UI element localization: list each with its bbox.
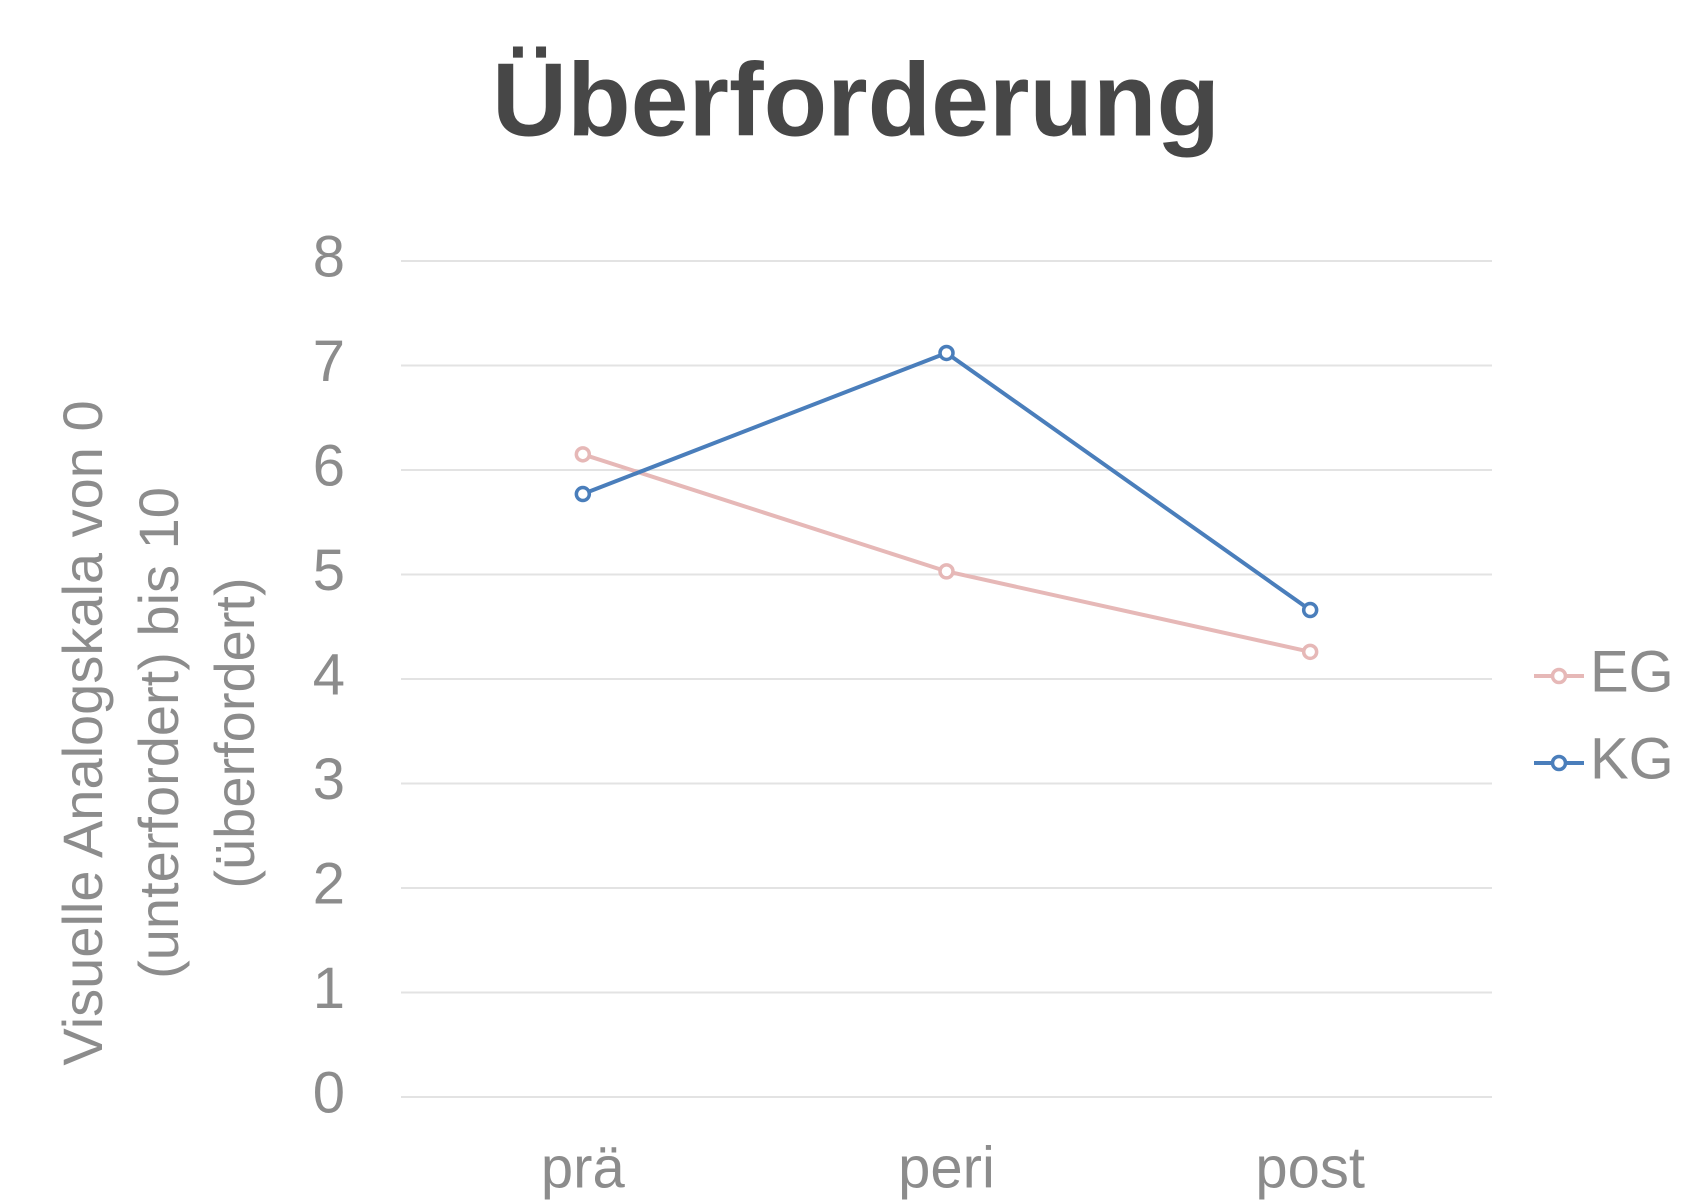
data-point [1301, 643, 1319, 661]
series-line [582, 452, 1311, 654]
legend-marker [1550, 667, 1568, 685]
y-tick-label: 7 [313, 329, 345, 394]
legend-marker [1550, 754, 1568, 772]
y-tick-label: 2 [313, 851, 345, 916]
data-point [574, 446, 592, 463]
y-tick-label: 6 [313, 433, 345, 498]
data-point [938, 563, 955, 580]
data-point [574, 485, 592, 503]
legend-label: EG [1590, 639, 1674, 704]
data-point [938, 344, 955, 362]
y-tick-label: 1 [313, 956, 345, 1021]
y-tick-label: 8 [313, 224, 345, 289]
y-axis-label: (unterfordert) bis 10 [127, 487, 190, 979]
data-point [1301, 601, 1319, 619]
y-tick-label: 3 [313, 747, 345, 812]
y-tick-label: 0 [313, 1060, 345, 1125]
x-tick-label: peri [898, 1135, 995, 1200]
chart-title: Überforderung [492, 42, 1220, 158]
y-tick-label: 4 [313, 642, 345, 707]
y-axis-label: Visuelle Analogskala von 0 [51, 400, 114, 1065]
y-axis-label: (überfordert) [203, 577, 266, 888]
x-tick-label: prä [541, 1135, 626, 1200]
y-tick-label: 5 [313, 538, 345, 603]
x-tick-label: post [1255, 1135, 1365, 1200]
legend-label: KG [1590, 726, 1674, 791]
